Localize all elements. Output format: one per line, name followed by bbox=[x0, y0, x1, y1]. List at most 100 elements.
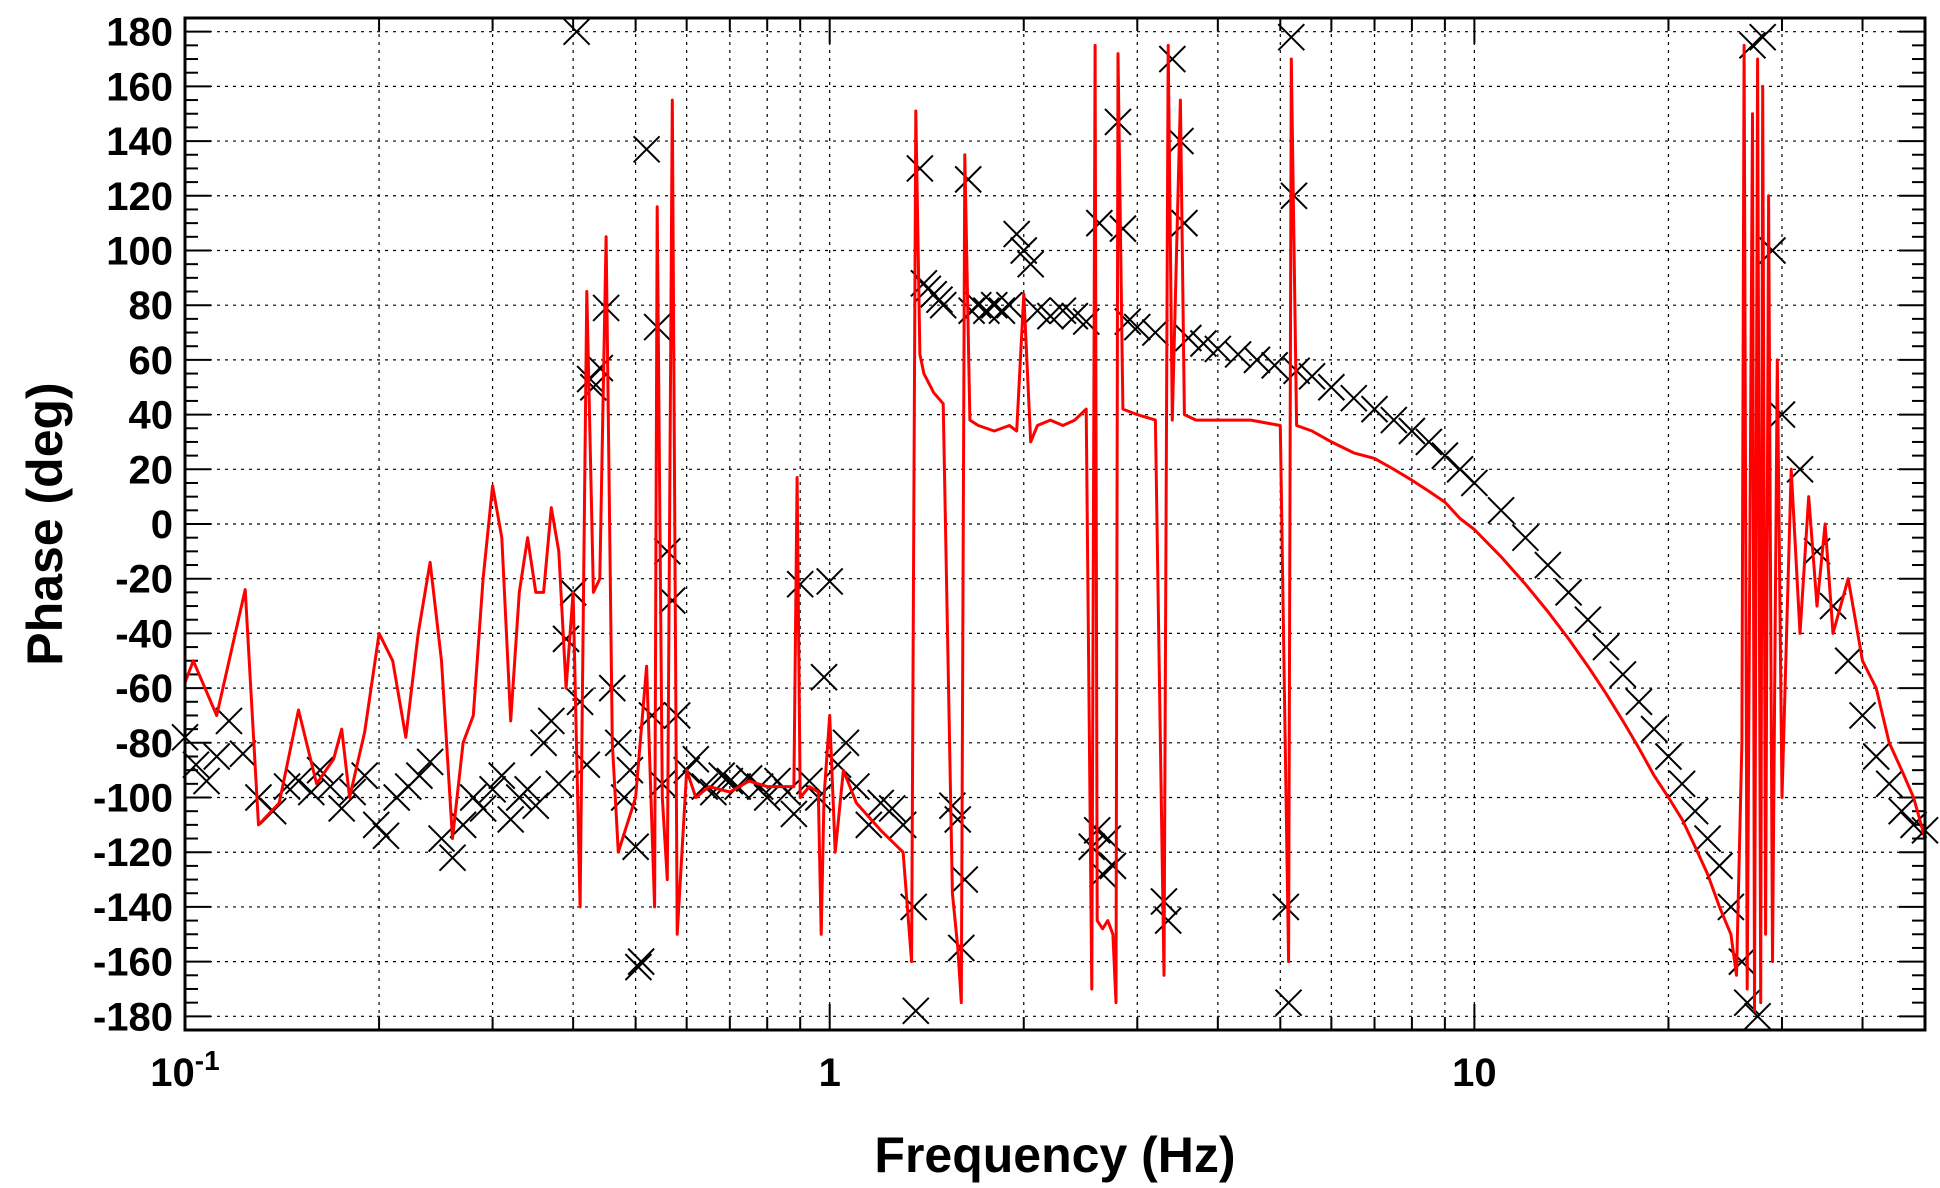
data-point-x-marker bbox=[1274, 988, 1303, 1017]
data-point-x-marker bbox=[627, 947, 655, 976]
data-point-x-marker bbox=[1380, 406, 1408, 434]
data-point-x-marker bbox=[1204, 335, 1232, 363]
data-point-x-marker bbox=[1654, 742, 1683, 771]
data-point-x-marker bbox=[1487, 496, 1515, 525]
data-point-x-marker bbox=[786, 570, 814, 598]
data-point-x-marker bbox=[488, 761, 516, 790]
data-point-x-marker bbox=[624, 953, 653, 981]
y-tick-labels: 180 160 140 120 100 80 60 40 20 0 -20 -40 -60 -80 -100… bbox=[93, 11, 173, 1040]
data-point-x-marker bbox=[699, 778, 728, 806]
data-point-x-marker bbox=[1768, 400, 1796, 429]
data-point-x-marker bbox=[192, 767, 221, 795]
data-point-x-marker bbox=[902, 997, 930, 1025]
series-black-markers bbox=[171, 17, 1939, 1031]
axis-ticks bbox=[184, 17, 1926, 1031]
data-point-x-marker bbox=[1272, 893, 1300, 921]
data-point-x-marker bbox=[1158, 45, 1187, 73]
data-point-x-marker bbox=[1574, 606, 1602, 634]
y-tick-label: 160 bbox=[106, 65, 173, 109]
y-tick-label: 180 bbox=[106, 11, 173, 55]
data-point-x-marker bbox=[469, 794, 497, 823]
data-point-x-marker bbox=[1398, 417, 1426, 445]
data-point-x-marker bbox=[1170, 209, 1199, 237]
data-point-x-marker bbox=[1016, 250, 1045, 278]
data-point-x-marker bbox=[545, 770, 573, 798]
data-point-x-marker bbox=[954, 165, 982, 194]
data-point-x-marker bbox=[1431, 441, 1459, 470]
data-point-x-marker bbox=[1340, 384, 1368, 412]
y-tick-label: -80 bbox=[115, 722, 173, 766]
data-point-x-marker bbox=[405, 761, 434, 790]
data-point-x-marker bbox=[1123, 313, 1151, 341]
data-point-x-marker bbox=[1743, 1002, 1772, 1031]
data-point-x-marker bbox=[1154, 906, 1182, 935]
data-point-x-marker bbox=[522, 792, 550, 820]
data-point-x-marker bbox=[478, 775, 507, 804]
data-point-x-marker bbox=[416, 748, 444, 776]
data-point-x-marker bbox=[438, 843, 467, 872]
y-tick-label: -100 bbox=[93, 777, 173, 821]
data-point-x-marker bbox=[929, 291, 957, 319]
data-point-x-marker bbox=[944, 805, 972, 834]
data-point-x-marker bbox=[1010, 236, 1038, 265]
data-point-x-marker bbox=[1189, 329, 1218, 358]
y-tick-label: 60 bbox=[129, 339, 174, 383]
data-point-x-marker bbox=[1224, 340, 1252, 369]
y-tick-label: -60 bbox=[115, 667, 173, 711]
y-tick-label: -40 bbox=[115, 612, 173, 656]
data-point-x-marker bbox=[229, 740, 257, 768]
data-point-x-marker bbox=[832, 729, 860, 757]
data-point-x-marker bbox=[773, 778, 802, 806]
data-point-x-marker bbox=[1625, 688, 1653, 716]
data-point-x-marker bbox=[496, 805, 525, 834]
y-tick-label: -120 bbox=[93, 831, 173, 875]
data-point-x-marker bbox=[1317, 373, 1346, 401]
data-point-x-marker bbox=[203, 742, 231, 771]
data-point-x-marker bbox=[1141, 318, 1170, 347]
data-point-x-marker bbox=[537, 707, 566, 735]
data-point-x-marker bbox=[566, 688, 594, 716]
data-point-x-marker bbox=[1681, 797, 1709, 825]
data-point-x-marker bbox=[372, 822, 400, 850]
data-point-x-marker bbox=[513, 775, 542, 804]
data-point-x-marker bbox=[529, 729, 558, 757]
data-point-x-marker bbox=[1733, 988, 1761, 1017]
data-point-x-marker bbox=[604, 729, 633, 757]
data-point-x-marker bbox=[1099, 852, 1127, 880]
data-point-x-marker bbox=[1875, 770, 1903, 798]
data-point-x-marker bbox=[1460, 469, 1489, 497]
data-point-x-marker bbox=[1862, 742, 1890, 771]
data-point-x-marker bbox=[1511, 523, 1540, 552]
data-point-x-marker bbox=[1848, 701, 1877, 730]
data-point-x-marker bbox=[284, 767, 313, 795]
data-point-x-marker bbox=[632, 135, 661, 163]
data-point-x-marker bbox=[682, 745, 710, 773]
y-tick-label: 120 bbox=[106, 175, 173, 219]
y-tick-label: 20 bbox=[129, 448, 174, 492]
data-point-x-marker bbox=[753, 783, 781, 812]
y-tick-label: 0 bbox=[151, 503, 173, 547]
data-point-x-marker bbox=[182, 750, 210, 779]
data-point-x-marker bbox=[1887, 797, 1916, 825]
x-tick-label: 10-1 bbox=[150, 1045, 219, 1095]
y-tick-label: 140 bbox=[106, 120, 173, 164]
data-point-x-marker bbox=[1085, 209, 1114, 237]
data-point-x-marker bbox=[338, 778, 367, 806]
series-red-line bbox=[183, 43, 1927, 1013]
y-axis-title: Phase (deg) bbox=[17, 382, 73, 665]
y-tick-label: -160 bbox=[93, 941, 173, 985]
data-point-x-marker bbox=[1360, 395, 1389, 423]
data-point-x-marker bbox=[215, 707, 243, 735]
data-point-x-marker bbox=[1693, 824, 1722, 853]
y-tick-label: -140 bbox=[93, 886, 173, 930]
data-point-x-marker bbox=[988, 296, 1016, 325]
data-point-x-marker bbox=[824, 750, 852, 779]
y-tick-label: -180 bbox=[93, 995, 173, 1039]
data-point-x-marker bbox=[621, 833, 650, 861]
data-point-x-marker bbox=[1640, 715, 1668, 743]
data-point-x-marker bbox=[562, 17, 591, 46]
data-point-x-marker bbox=[780, 800, 808, 828]
data-point-x-marker bbox=[1109, 214, 1137, 243]
grid bbox=[184, 18, 1926, 1030]
